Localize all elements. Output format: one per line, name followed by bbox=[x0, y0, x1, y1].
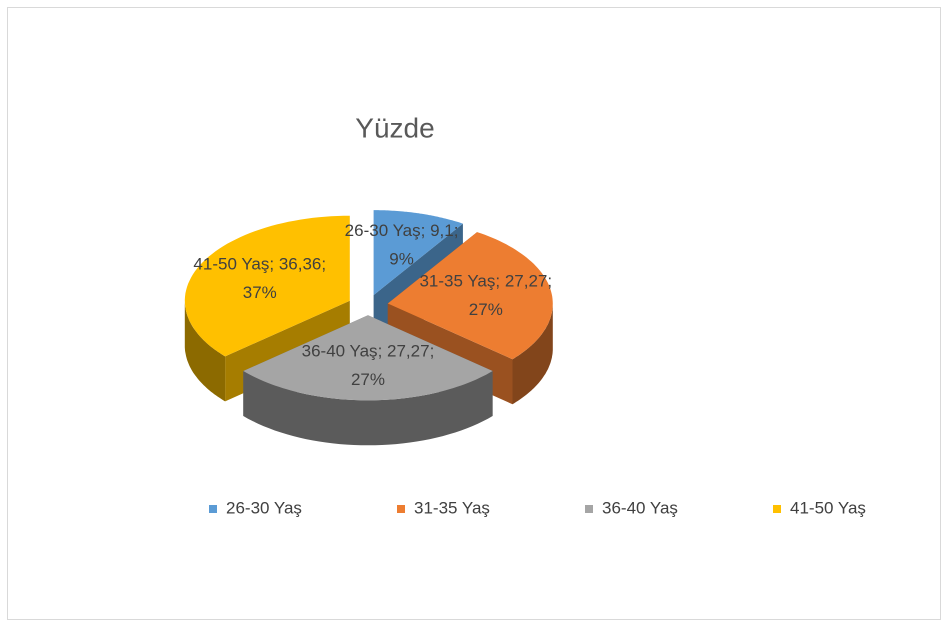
data-label-part: ; bbox=[547, 272, 552, 291]
data-label: 31-35 Yaş; 27,27; bbox=[419, 272, 552, 291]
data-label-part: 31-35 Yaş bbox=[419, 272, 495, 291]
data-label-part: 27,27 bbox=[505, 272, 548, 291]
data-label-part: 41-50 Yaş bbox=[193, 255, 269, 274]
legend-marker bbox=[397, 505, 405, 513]
data-label-part: ; bbox=[454, 222, 459, 241]
data-label-part: ; bbox=[421, 222, 430, 241]
data-label-percent: 37% bbox=[243, 283, 277, 302]
data-label-percent: 9% bbox=[389, 250, 414, 269]
data-label-part: 9,1 bbox=[430, 222, 454, 241]
data-label-percent: 27% bbox=[351, 370, 385, 389]
data-label: 41-50 Yaş; 36,36; bbox=[193, 255, 326, 274]
slice-wall bbox=[243, 371, 493, 446]
slice bbox=[387, 232, 553, 360]
data-label: 26-30 Yaş; 9,1; bbox=[345, 222, 459, 241]
legend-marker bbox=[209, 505, 217, 513]
legend-label: 41-50 Yaş bbox=[790, 498, 866, 517]
slice bbox=[373, 210, 463, 296]
data-label-part: ; bbox=[378, 342, 387, 361]
slice bbox=[184, 215, 350, 357]
data-label-part: ; bbox=[321, 255, 326, 274]
legend-label: 36-40 Yaş bbox=[602, 498, 678, 517]
data-label-part: ; bbox=[269, 255, 278, 274]
data-label-part: 36-40 Yaş bbox=[302, 342, 378, 361]
slice bbox=[243, 315, 493, 401]
data-label: 36-40 Yaş; 27,27; bbox=[302, 342, 435, 361]
legend-label: 26-30 Yaş bbox=[226, 498, 302, 517]
data-label-part: 36,36 bbox=[279, 255, 322, 274]
legend-marker bbox=[585, 505, 593, 513]
data-label-part: ; bbox=[495, 272, 504, 291]
data-label-part: 26-30 Yaş bbox=[345, 222, 421, 241]
legend-label: 31-35 Yaş bbox=[414, 498, 490, 517]
legend-marker bbox=[773, 505, 781, 513]
data-label-percent: 27% bbox=[469, 300, 503, 319]
chart-title: Yüzde bbox=[355, 112, 434, 143]
slice-wall bbox=[512, 303, 553, 405]
data-label-part: ; bbox=[430, 342, 435, 361]
data-label-part: 27,27 bbox=[387, 342, 430, 361]
slice-wall bbox=[184, 300, 226, 402]
